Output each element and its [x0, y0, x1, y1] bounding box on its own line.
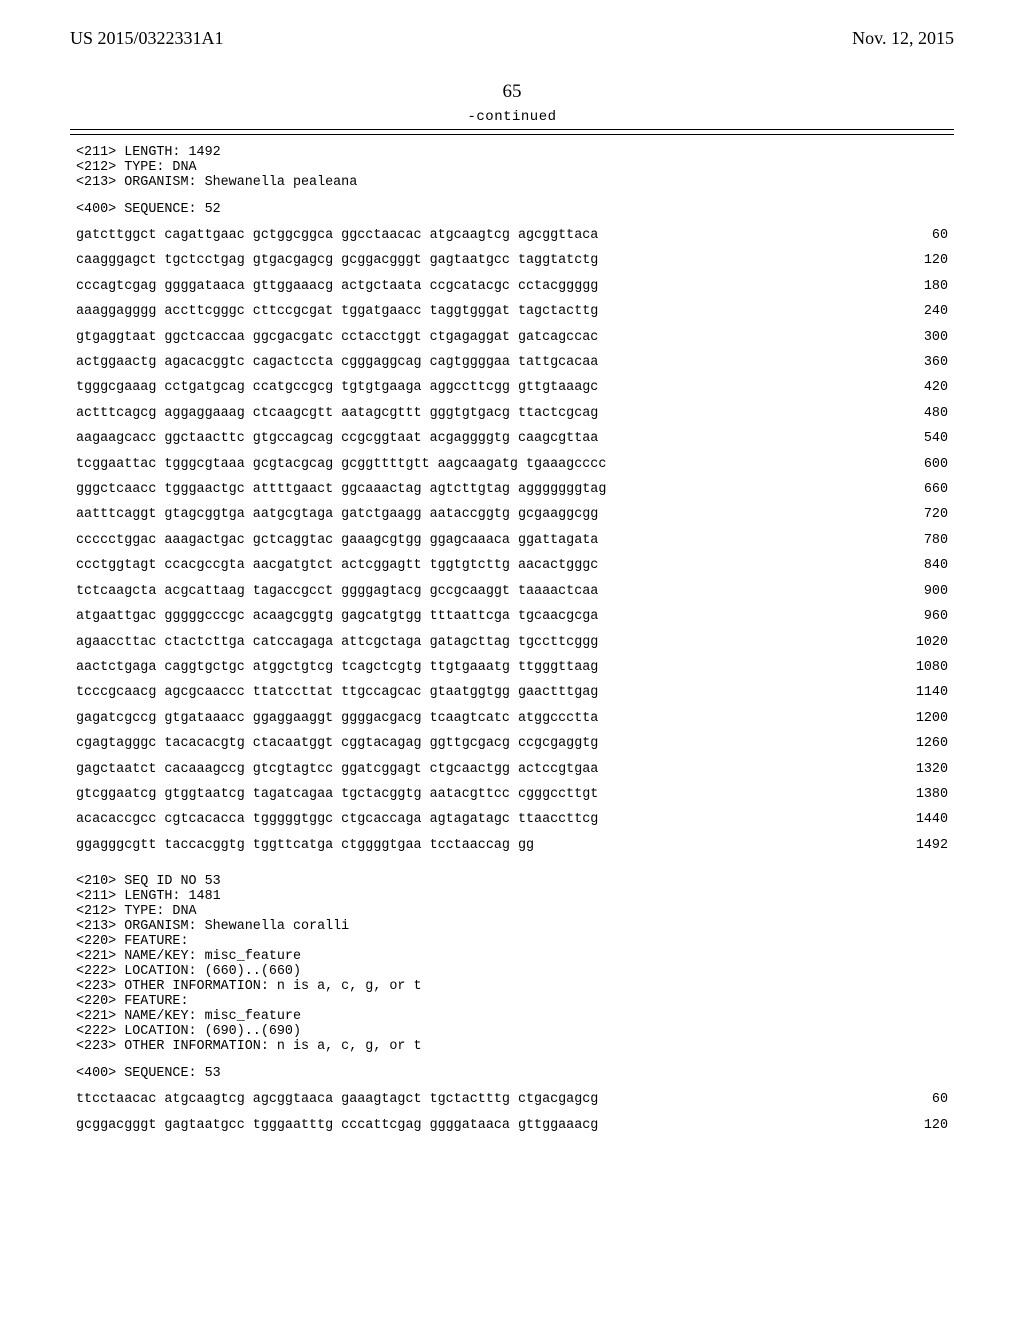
page-number: 65 — [70, 81, 954, 103]
sequence-row: actttcagcg aggaggaaag ctcaagcgtt aatagcg… — [76, 407, 948, 420]
sequence-row: aagaagcacc ggctaacttc gtgccagcag ccgcggt… — [76, 432, 948, 445]
top-rule-1 — [70, 129, 954, 130]
sequence-pos: 660 — [880, 483, 948, 496]
sequence-pos: 60 — [880, 1093, 948, 1106]
sequence-text: agaaccttac ctactcttga catccagaga attcgct… — [76, 636, 598, 649]
sequence-pos: 1020 — [880, 636, 948, 649]
sequence-row: ccccctggac aaagactgac gctcaggtac gaaagcg… — [76, 534, 948, 547]
sequence-pos: 60 — [880, 229, 948, 242]
sequence-pos: 1260 — [880, 737, 948, 750]
sequence-row: gtcggaatcg gtggtaatcg tagatcagaa tgctacg… — [76, 788, 948, 801]
sequence-text: gggctcaacc tgggaactgc attttgaact ggcaaac… — [76, 483, 606, 496]
sequence-text: cccagtcgag ggggataaca gttggaaacg actgcta… — [76, 280, 598, 293]
sequence-text: gagatcgccg gtgataaacc ggaggaaggt ggggacg… — [76, 712, 598, 725]
sequence-text: aagaagcacc ggctaacttc gtgccagcag ccgcggt… — [76, 432, 598, 445]
sequence-row: gagatcgccg gtgataaacc ggaggaaggt ggggacg… — [76, 712, 948, 725]
sequence-row: caagggagct tgctcctgag gtgacgagcg gcggacg… — [76, 254, 948, 267]
sequence-row: gagctaatct cacaaagccg gtcgtagtcc ggatcgg… — [76, 763, 948, 776]
sequence-pos: 1492 — [880, 839, 948, 852]
top-rule-2 — [70, 134, 954, 135]
sequence-row: atgaattgac gggggcccgc acaagcggtg gagcatg… — [76, 610, 948, 623]
sequence-row: gcggacgggt gagtaatgcc tgggaatttg cccattc… — [76, 1119, 948, 1132]
sequence-header-1: <400> SEQUENCE: 52 — [70, 202, 954, 217]
sequence-pos: 120 — [880, 254, 948, 267]
sequence-text: aactctgaga caggtgctgc atggctgtcg tcagctc… — [76, 661, 598, 674]
sequence-text: cgagtagggc tacacacgtg ctacaatggt cggtaca… — [76, 737, 598, 750]
page-header: US 2015/0322331A1 Nov. 12, 2015 — [70, 28, 954, 49]
sequence-pos: 240 — [880, 305, 948, 318]
sequence-row: ttcctaacac atgcaagtcg agcggtaaca gaaagta… — [76, 1093, 948, 1106]
sequence-row: cgagtagggc tacacacgtg ctacaatggt cggtaca… — [76, 737, 948, 750]
sequence-pos: 960 — [880, 610, 948, 623]
sequence-row: aatttcaggt gtagcggtga aatgcgtaga gatctga… — [76, 508, 948, 521]
sequence-text: tcggaattac tgggcgtaaa gcgtacgcag gcggttt… — [76, 458, 606, 471]
sequence-row: ccctggtagt ccacgccgta aacgatgtct actcgga… — [76, 559, 948, 572]
patent-date: Nov. 12, 2015 — [852, 28, 954, 49]
sequence-text: ttcctaacac atgcaagtcg agcggtaaca gaaagta… — [76, 1093, 598, 1106]
sequence-text: atgaattgac gggggcccgc acaagcggtg gagcatg… — [76, 610, 598, 623]
sequence-text: tgggcgaaag cctgatgcag ccatgccgcg tgtgtga… — [76, 381, 598, 394]
sequence-pos: 1080 — [880, 661, 948, 674]
sequence-text: gagctaatct cacaaagccg gtcgtagtcc ggatcgg… — [76, 763, 598, 776]
sequence-pos: 420 — [880, 381, 948, 394]
patent-page: US 2015/0322331A1 Nov. 12, 2015 65 -cont… — [0, 0, 1024, 1184]
sequence-pos: 1440 — [880, 813, 948, 826]
sequence-text: gatcttggct cagattgaac gctggcggca ggcctaa… — [76, 229, 598, 242]
sequence-text: tctcaagcta acgcattaag tagaccgcct ggggagt… — [76, 585, 598, 598]
sequence-pos: 540 — [880, 432, 948, 445]
sequence-row: ggagggcgtt taccacggtg tggttcatga ctggggt… — [76, 839, 948, 852]
sequence-pos: 360 — [880, 356, 948, 369]
sequence-pos: 300 — [880, 331, 948, 344]
sequence-row: gtgaggtaat ggctcaccaa ggcgacgatc cctacct… — [76, 331, 948, 344]
sequence-text: ccctggtagt ccacgccgta aacgatgtct actcgga… — [76, 559, 598, 572]
sequence-text: tcccgcaacg agcgcaaccc ttatccttat ttgccag… — [76, 686, 598, 699]
sequence-row: actggaactg agacacggtc cagactccta cgggagg… — [76, 356, 948, 369]
sequence-pos: 1200 — [880, 712, 948, 725]
sequence-text: gtcggaatcg gtggtaatcg tagatcagaa tgctacg… — [76, 788, 598, 801]
sequence-text: gtgaggtaat ggctcaccaa ggcgacgatc cctacct… — [76, 331, 598, 344]
sequence-row: tcggaattac tgggcgtaaa gcgtacgcag gcggttt… — [76, 458, 948, 471]
sequence-text: actttcagcg aggaggaaag ctcaagcgtt aatagcg… — [76, 407, 598, 420]
sequence-row: tctcaagcta acgcattaag tagaccgcct ggggagt… — [76, 585, 948, 598]
sequence-pos: 1380 — [880, 788, 948, 801]
sequence-row: gggctcaacc tgggaactgc attttgaact ggcaaac… — [76, 483, 948, 496]
sequence-text: ccccctggac aaagactgac gctcaggtac gaaagcg… — [76, 534, 598, 547]
sequence-row: gatcttggct cagattgaac gctggcggca ggcctaa… — [76, 229, 948, 242]
sequence-row: aactctgaga caggtgctgc atggctgtcg tcagctc… — [76, 661, 948, 674]
continued-label: -continued — [70, 109, 954, 125]
sequence-row: aaaggagggg accttcgggc cttccgcgat tggatga… — [76, 305, 948, 318]
sequence-text: acacaccgcc cgtcacacca tgggggtggc ctgcacc… — [76, 813, 598, 826]
sequence-row: acacaccgcc cgtcacacca tgggggtggc ctgcacc… — [76, 813, 948, 826]
sequence-meta-1: <211> LENGTH: 1492 <212> TYPE: DNA <213>… — [70, 145, 954, 190]
sequence-pos: 780 — [880, 534, 948, 547]
sequence-pos: 720 — [880, 508, 948, 521]
sequence-text: aaaggagggg accttcgggc cttccgcgat tggatga… — [76, 305, 598, 318]
sequence-meta-2: <210> SEQ ID NO 53 <211> LENGTH: 1481 <2… — [70, 874, 954, 1054]
sequence-pos: 480 — [880, 407, 948, 420]
sequence-pos: 180 — [880, 280, 948, 293]
sequence-pos: 120 — [880, 1119, 948, 1132]
patent-number: US 2015/0322331A1 — [70, 28, 224, 49]
sequence-row: cccagtcgag ggggataaca gttggaaacg actgcta… — [76, 280, 948, 293]
sequence-text: gcggacgggt gagtaatgcc tgggaatttg cccattc… — [76, 1119, 598, 1132]
sequence-header-2: <400> SEQUENCE: 53 — [70, 1066, 954, 1081]
sequence-pos: 840 — [880, 559, 948, 572]
sequence-row: agaaccttac ctactcttga catccagaga attcgct… — [76, 636, 948, 649]
sequence-pos: 1140 — [880, 686, 948, 699]
sequence-text: ggagggcgtt taccacggtg tggttcatga ctggggt… — [76, 839, 534, 852]
sequence-listing-1: gatcttggct cagattgaac gctggcggca ggcctaa… — [70, 229, 954, 852]
sequence-pos: 1320 — [880, 763, 948, 776]
sequence-text: aatttcaggt gtagcggtga aatgcgtaga gatctga… — [76, 508, 598, 521]
sequence-text: actggaactg agacacggtc cagactccta cgggagg… — [76, 356, 598, 369]
sequence-row: tgggcgaaag cctgatgcag ccatgccgcg tgtgtga… — [76, 381, 948, 394]
sequence-text: caagggagct tgctcctgag gtgacgagcg gcggacg… — [76, 254, 598, 267]
sequence-listing-2: ttcctaacac atgcaagtcg agcggtaaca gaaagta… — [70, 1093, 954, 1132]
sequence-pos: 900 — [880, 585, 948, 598]
sequence-pos: 600 — [880, 458, 948, 471]
sequence-row: tcccgcaacg agcgcaaccc ttatccttat ttgccag… — [76, 686, 948, 699]
